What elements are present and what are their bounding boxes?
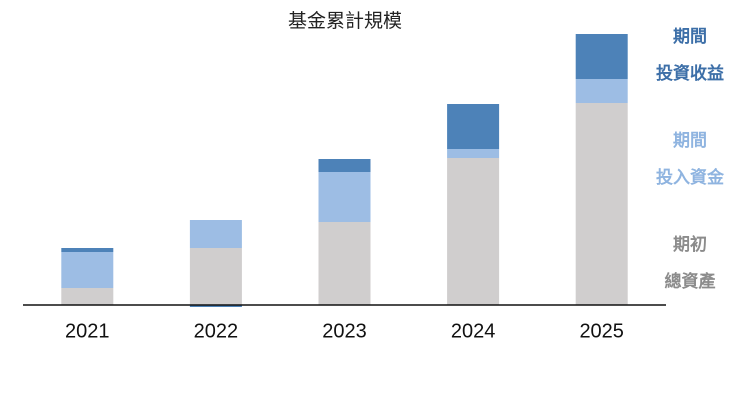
legend-label: 期間投資收益 [656, 27, 724, 83]
bar-segment [575, 103, 628, 305]
bar-segment [318, 159, 371, 172]
legend-line: 期間 [673, 27, 707, 46]
bar-segment [189, 248, 242, 305]
legend-line: 期間 [673, 131, 707, 150]
bar-segment [189, 305, 242, 307]
bar-segment [61, 248, 114, 252]
bar-segment [575, 79, 628, 103]
bar-segment [447, 104, 500, 149]
x-tick-label: 2023 [322, 320, 367, 342]
bar-segment [61, 288, 114, 305]
legend-line: 投入資金 [656, 167, 725, 187]
bar-segment [318, 172, 371, 222]
bar-segment [61, 252, 114, 288]
x-tick-label: 2024 [451, 320, 496, 342]
chart-title: 基金累計規模 [288, 10, 402, 32]
bar-segment [447, 149, 500, 158]
x-tick-label: 2025 [579, 320, 624, 342]
x-tick-label: 2022 [194, 320, 239, 342]
legend-label: 期初總資產 [665, 234, 716, 291]
legend-line: 期初 [673, 234, 707, 254]
bar-segment [447, 158, 500, 305]
bar-segment [575, 34, 628, 79]
bar-segment [189, 220, 242, 248]
legend-line: 總資產 [665, 271, 716, 291]
bar-segment [318, 222, 371, 305]
legend-label: 期間投入資金 [656, 131, 725, 187]
legend-line: 投資收益 [656, 63, 724, 83]
x-tick-label: 2021 [65, 320, 110, 342]
